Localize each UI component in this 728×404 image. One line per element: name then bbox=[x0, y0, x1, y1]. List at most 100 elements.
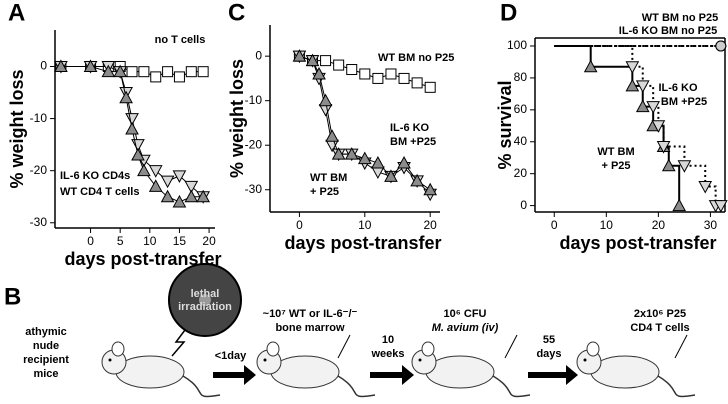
x-tick-label: 5 bbox=[117, 234, 124, 248]
x-axis-label: days post-transfer bbox=[559, 233, 716, 253]
x-tick-label: 15 bbox=[173, 234, 187, 248]
label: weeks bbox=[370, 348, 404, 360]
marker bbox=[119, 90, 133, 104]
mouse-tail bbox=[182, 375, 221, 398]
marker bbox=[635, 99, 650, 113]
y-tick-label: -30 bbox=[245, 182, 263, 196]
label: ~10⁷ WT or IL-6⁻/⁻ bbox=[263, 308, 358, 320]
marker bbox=[677, 160, 692, 173]
marker bbox=[125, 113, 139, 126]
arrow bbox=[213, 365, 256, 385]
mouse-tail bbox=[492, 375, 531, 398]
marker bbox=[397, 155, 411, 169]
label: bone marrow bbox=[275, 322, 345, 334]
radiation-center bbox=[199, 294, 211, 306]
marker bbox=[312, 66, 326, 80]
chart: A 0 5 10 15 20 0 -10 -20 -30 days post-transfer % w… bbox=[7, 0, 222, 269]
annotation: IL-6 KO bbox=[390, 122, 430, 134]
marker bbox=[372, 72, 384, 84]
marker bbox=[424, 81, 436, 93]
marker bbox=[318, 104, 333, 117]
marker bbox=[184, 189, 199, 203]
marker bbox=[54, 59, 68, 72]
panel-label: A bbox=[8, 0, 25, 26]
x-tick-label: 0 bbox=[551, 218, 558, 232]
marker bbox=[113, 64, 128, 78]
mouse-eye bbox=[583, 358, 587, 362]
label: mice bbox=[33, 368, 58, 380]
marker bbox=[138, 66, 150, 78]
marker bbox=[625, 61, 640, 74]
y-tick-label: -20 bbox=[30, 163, 48, 177]
marker bbox=[357, 151, 372, 165]
marker bbox=[126, 66, 138, 78]
mouse-ear bbox=[266, 341, 280, 357]
marker bbox=[172, 170, 187, 183]
y-tick-label: 0 bbox=[520, 198, 527, 212]
label: lethal bbox=[191, 288, 220, 300]
label: athymic bbox=[25, 326, 67, 338]
chart: C 0 10 20 0 -10 -20 -30 days post-transfer % weig… bbox=[227, 0, 455, 253]
x-tick-label: 10 bbox=[358, 218, 372, 232]
marker bbox=[646, 101, 661, 114]
marker bbox=[137, 163, 151, 177]
series-line bbox=[554, 44, 721, 207]
mouse-tail bbox=[337, 375, 376, 398]
marker bbox=[172, 194, 187, 208]
marker bbox=[125, 121, 139, 135]
marker bbox=[656, 141, 671, 154]
marker bbox=[672, 198, 687, 212]
label: M. avium (iv) bbox=[432, 322, 499, 334]
marker bbox=[715, 40, 727, 52]
marker bbox=[398, 72, 410, 84]
marker bbox=[371, 166, 385, 179]
x-tick-label: 0 bbox=[87, 234, 94, 248]
marker bbox=[344, 147, 359, 160]
label: days bbox=[536, 348, 561, 360]
marker bbox=[173, 71, 185, 83]
marker bbox=[292, 49, 307, 62]
y-tick-label: 0 bbox=[255, 48, 262, 62]
mouse-eye bbox=[418, 358, 422, 362]
annotation: WT CD4 T cells bbox=[60, 186, 139, 198]
marker bbox=[385, 68, 397, 80]
label: recipient bbox=[23, 354, 69, 366]
marker bbox=[625, 78, 640, 92]
marker bbox=[371, 155, 385, 169]
marker bbox=[148, 165, 163, 178]
panel-label: D bbox=[500, 0, 517, 26]
mouse-ear bbox=[586, 341, 600, 357]
marker bbox=[423, 182, 438, 196]
marker bbox=[185, 66, 197, 78]
mouse-icon bbox=[256, 341, 376, 398]
arrow bbox=[370, 365, 414, 385]
marker bbox=[318, 93, 333, 107]
lightning bbox=[171, 329, 186, 357]
annotation: + P25 bbox=[601, 160, 630, 172]
annotation: WT BM bbox=[597, 146, 634, 158]
y-axis-label: % weight loss bbox=[227, 59, 247, 178]
y-tick-label: -10 bbox=[30, 111, 48, 125]
label: 10 bbox=[382, 334, 394, 346]
label: irradiation bbox=[178, 301, 232, 313]
annotation: + P25 bbox=[310, 186, 339, 198]
marker bbox=[131, 148, 145, 161]
marker bbox=[184, 180, 199, 194]
y-tick-label: 0 bbox=[40, 59, 47, 73]
x-axis-label: days post-transfer bbox=[284, 233, 441, 253]
x-tick-label: 30 bbox=[704, 218, 718, 232]
annotation: no T cells bbox=[155, 34, 206, 46]
x-tick-label: 10 bbox=[600, 218, 614, 232]
x-tick-label: 0 bbox=[296, 218, 303, 232]
marker bbox=[101, 64, 116, 78]
mouse-eye bbox=[108, 358, 112, 362]
annotation: IL-6 KO bbox=[658, 82, 698, 94]
marker bbox=[346, 64, 358, 76]
y-axis-label: % survival bbox=[495, 80, 515, 169]
pointer bbox=[337, 334, 351, 359]
marker bbox=[333, 59, 345, 71]
mouse-ear bbox=[421, 341, 435, 357]
mouse-tail bbox=[657, 375, 696, 398]
